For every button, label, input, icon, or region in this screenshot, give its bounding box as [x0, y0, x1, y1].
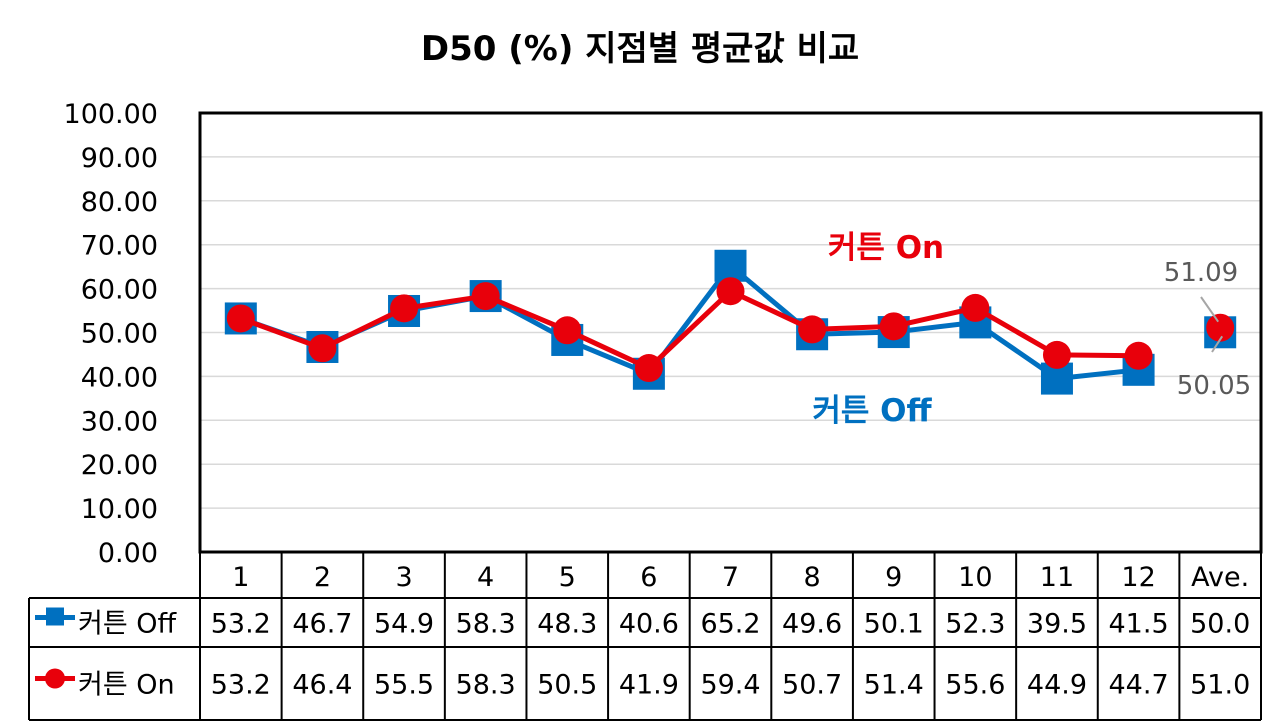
data-table: 1 2 3 4 5 6 7 8 9 10 11 12 Ave.커튼 Off 53.2 46.7 54.9 58.…	[28, 552, 1262, 721]
legend-series-name: 커튼 Off	[78, 609, 178, 640]
y-tick-label: 100.00	[64, 99, 158, 130]
table-cell-value: 53.2	[211, 609, 271, 640]
table-cell-value: 51.4	[864, 670, 924, 701]
plot-area-frame	[198, 111, 1263, 554]
table-cell-value: 52.3	[945, 609, 1005, 640]
x-tick-label: 4	[477, 562, 494, 593]
table-cell-value: 39.5	[1027, 609, 1087, 640]
x-tick-label: 6	[640, 562, 657, 593]
y-tick-label: 0.00	[98, 538, 158, 569]
x-tick-label: 12	[1121, 562, 1155, 593]
y-tick-label: 90.00	[81, 143, 158, 174]
x-tick-label: 9	[885, 562, 902, 593]
y-tick-label: 20.00	[81, 450, 158, 481]
annotation-curtain-off: 커튼 Off	[812, 393, 932, 429]
chart-title: D50 (%) 지점별 평균값 비교	[421, 29, 859, 69]
table-cell-value: 50.7	[782, 670, 842, 701]
table-cell-value: 53.2	[211, 670, 271, 701]
table-cell-value: 41.9	[619, 670, 679, 701]
data-point-circle	[226, 304, 255, 333]
x-tick-label: 3	[395, 562, 412, 593]
x-tick-label: 8	[804, 562, 821, 593]
table-cell-value: 48.3	[537, 609, 597, 640]
table-cell-value: 41.5	[1109, 609, 1169, 640]
table-cell-value: 44.9	[1027, 670, 1087, 701]
x-tick-label: 5	[559, 562, 576, 593]
x-tick-label: 7	[722, 562, 739, 593]
y-tick-label: 50.00	[81, 319, 158, 350]
annotations: 커튼 On 커튼 Off 51.09 50.05	[812, 230, 1251, 429]
y-tick-label: 60.00	[81, 275, 158, 306]
data-point-circle	[879, 312, 908, 341]
y-tick-label: 10.00	[81, 494, 158, 525]
table-cell-value: 54.9	[374, 609, 434, 640]
annotation-curtain-on: 커튼 On	[828, 230, 944, 266]
average-label-off: 50.05	[1177, 371, 1251, 401]
data-point-circle	[308, 334, 337, 363]
legend-key-marker	[46, 607, 64, 626]
series-group	[224, 249, 1237, 395]
table-cell-value: 58.3	[456, 670, 516, 701]
y-tick-label: 70.00	[81, 231, 158, 262]
table-cell-value: 40.6	[619, 609, 679, 640]
series-line	[239, 288, 1139, 371]
table-cell-value: 46.7	[292, 609, 352, 640]
data-point-square	[714, 249, 747, 282]
table-cell-value: 50.0	[1190, 609, 1250, 640]
table-cell-value: 55.5	[374, 670, 434, 701]
table-cell-value: 51.0	[1190, 670, 1250, 701]
data-point-circle	[798, 315, 827, 344]
x-tick-label: 10	[958, 562, 992, 593]
table-cell-value: 50.5	[537, 670, 597, 701]
data-point-circle	[961, 293, 990, 322]
y-tick-label: 40.00	[81, 362, 158, 393]
legend-series-name: 커튼 On	[78, 670, 175, 701]
data-point-circle	[634, 354, 663, 383]
data-point-circle	[553, 316, 582, 345]
legend-key-marker	[45, 668, 65, 689]
table-cell-value: 58.3	[456, 609, 516, 640]
average-on-leader	[1200, 296, 1220, 323]
data-point-circle	[1206, 313, 1235, 342]
average-off-leader	[1211, 335, 1224, 353]
table-cell-value: 59.4	[700, 670, 760, 701]
x-tick-label: 11	[1040, 562, 1074, 593]
data-point-circle	[390, 294, 419, 323]
data-point-circle	[716, 277, 745, 306]
table-cell-value: 46.4	[292, 670, 352, 701]
data-point-circle	[471, 282, 500, 311]
table-cell-value: 65.2	[700, 609, 760, 640]
table-cell-value: 49.6	[782, 609, 842, 640]
x-tick-label: 1	[232, 562, 249, 593]
x-tick-label: 2	[314, 562, 331, 593]
data-point-circle	[1124, 341, 1153, 370]
table-cell-value: 44.7	[1109, 670, 1169, 701]
average-label-on: 51.09	[1164, 258, 1238, 288]
y-tick-label: 30.00	[81, 406, 158, 437]
x-tick-label: Ave.	[1191, 562, 1249, 593]
data-point-circle	[1042, 340, 1071, 369]
y-axis: 0.00 10.00 20.00 30.00 40.00 50.00 60.00 70.00 8…	[64, 99, 158, 569]
table-cell-value: 50.1	[864, 609, 924, 640]
y-tick-label: 80.00	[81, 187, 158, 218]
table-cell-value: 55.6	[945, 670, 1005, 701]
